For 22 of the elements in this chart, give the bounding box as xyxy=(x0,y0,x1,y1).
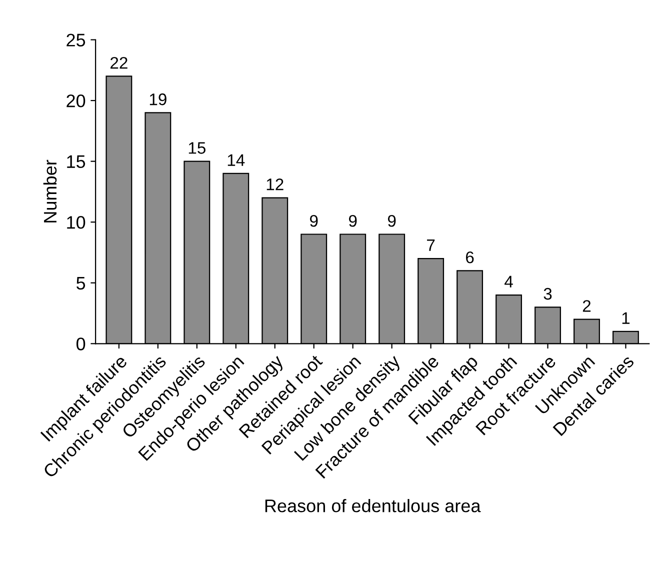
data-label: 22 xyxy=(110,56,128,69)
data-label: 9 xyxy=(310,214,318,227)
y-tick-label: 5 xyxy=(76,276,86,290)
y-tick-label: 25 xyxy=(66,34,86,46)
data-label: 12 xyxy=(266,178,284,190)
data-label: 1 xyxy=(622,312,630,324)
y-tick-label: 15 xyxy=(67,155,86,168)
data-label: 4 xyxy=(504,276,513,288)
data-label: 3 xyxy=(544,288,552,300)
data-label: 2 xyxy=(582,300,591,312)
data-label: 6 xyxy=(466,251,474,264)
data-label: 7 xyxy=(427,239,435,251)
y-tick-label: 10 xyxy=(67,216,86,229)
y-axis-title: Number xyxy=(43,160,57,222)
data-label: 14 xyxy=(228,154,245,166)
data-label: 9 xyxy=(388,214,396,227)
data-label: 19 xyxy=(150,93,166,106)
y-tick-label: 0 xyxy=(76,338,86,350)
y-tick-label: 20 xyxy=(66,94,86,108)
data-label: 9 xyxy=(348,214,357,227)
x-axis-title: Reason of edentulous area xyxy=(265,499,481,512)
data-label: 15 xyxy=(188,142,206,154)
